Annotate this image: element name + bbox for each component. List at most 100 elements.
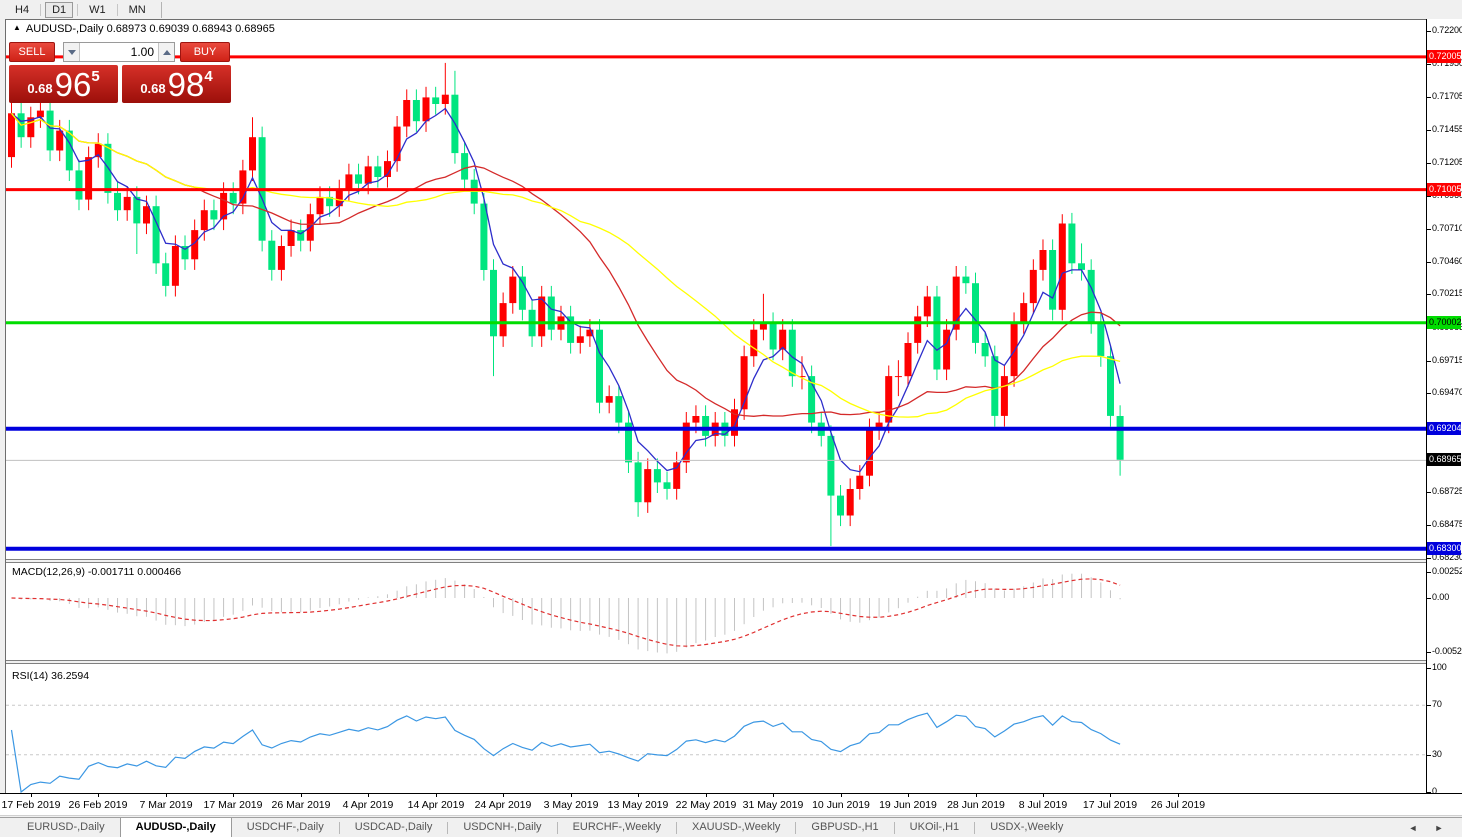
tab-eurusd-daily[interactable]: EURUSD-,Daily [27,821,105,833]
toolbar-separator [160,1,162,18]
date-axis-label: 10 Jun 2019 [812,799,870,811]
time-axis-tick [706,794,707,797]
rsi-axis-label: 30 [1432,749,1442,759]
price-tag-level: 0.69204 [1427,422,1462,435]
time-axis-tick [841,794,842,797]
tab-separator [675,822,677,834]
price-axis-tick [1427,229,1431,230]
time-axis-tick [166,794,167,797]
price-axis-tick [1427,361,1431,362]
rsi-axis-tick [1427,668,1431,669]
price-tag-current: 0.68965 [1427,453,1462,466]
date-axis-label: 19 Jun 2019 [879,799,937,811]
timeframe-d1[interactable]: D1 [45,1,74,18]
date-axis-label: 17 Feb 2019 [1,799,61,811]
price-axis-tick [1427,31,1431,32]
tab-separator [447,822,449,834]
time-axis-tick [31,794,32,797]
date-axis-label: 4 Apr 2019 [342,799,394,811]
date-axis-label: 8 Jul 2019 [1018,799,1068,811]
tab-xauusd-weekly[interactable]: XAUUSD-,Weekly [691,821,781,833]
price-axis-label: 0.70460 [1432,256,1462,266]
rsi-pane[interactable] [6,664,1426,793]
time-axis-tick [571,794,572,797]
symbol-title: AUDUSD-,Daily [25,23,104,35]
macd-label: MACD(12,26,9) -0.001711 0.000466 [12,566,182,578]
tab-scroll-left-button[interactable]: ◄ [1408,823,1418,833]
triangle-up-icon [162,49,171,55]
tab-separator [556,822,558,834]
statusline [0,815,1462,816]
time-axis-tick [503,794,504,797]
volume-input[interactable] [80,43,158,61]
timeframe-mn[interactable]: MN [128,3,146,16]
price-tag-level: 0.72005 [1427,50,1462,63]
date-axis-label: 3 May 2019 [543,799,599,811]
price-axis[interactable]: 0.722000.719500.717050.714550.712050.709… [1427,19,1462,796]
toolbar-separator [77,3,79,16]
toolbar-separator [40,3,42,16]
price-axis-label: 0.71205 [1432,157,1462,167]
time-axis-tick [976,794,977,797]
price-axis-label: 0.68230 [1432,552,1462,562]
tab-gbpusd-h1[interactable]: GBPUSD-,H1 [811,821,879,833]
tab-eurchf-weekly[interactable]: EURCHF-,Weekly [572,821,661,833]
time-axis-tick [1043,794,1044,797]
chart-tab-bar: EURUSD-,Daily AUDUSD-,Daily USDCHF-,Daily U… [0,817,1462,837]
price-axis-label: 0.69470 [1432,387,1462,397]
time-axis-tick [98,794,99,797]
date-axis-label: 7 Mar 2019 [139,799,193,811]
sell-button[interactable]: SELL [9,42,55,62]
rsi-axis-label: 100 [1432,662,1447,672]
main-chart-pane[interactable] [6,19,1426,559]
price-axis-border [1426,19,1427,793]
toolbar-separator [116,3,118,16]
ohlc-values: 0.68973 0.69039 0.68943 0.68965 [106,23,275,35]
price-tag-level: 0.70002 [1427,316,1462,329]
timeframe-toolbar: H4 D1 W1 MN [0,0,1462,19]
window-left-border [5,19,6,816]
buy-price-button[interactable]: 0.68 98 4 [122,65,231,103]
price-axis-tick [1427,294,1431,295]
tab-ukoil-h1[interactable]: UKOil-,H1 [909,821,960,833]
panel-divider[interactable] [6,559,1462,563]
tab-usdx-weekly[interactable]: USDX-,Weekly [990,821,1064,833]
price-axis-tick [1427,196,1431,197]
price-axis-label: 0.71705 [1432,91,1462,101]
price-axis-label: 0.72200 [1432,25,1462,35]
macd-axis-label: 0.00 [1432,592,1450,602]
price-axis-tick [1427,558,1431,559]
time-axis-tick [908,794,909,797]
price-axis-tick [1427,262,1431,263]
price-axis-label: 0.68475 [1432,519,1462,529]
price-axis-tick [1427,393,1431,394]
macd-pane[interactable] [6,563,1426,660]
tab-usdchf-daily[interactable]: USDCHF-,Daily [246,821,324,833]
price-axis-label: 0.71950 [1432,58,1462,68]
timeframe-h4[interactable]: H4 [15,3,30,16]
sell-price-button[interactable]: 0.68 96 5 [9,65,118,103]
price-axis-label: 0.70215 [1432,288,1462,298]
volume-increase-button[interactable] [158,43,174,61]
tab-usdcad-daily[interactable]: USDCAD-,Daily [354,821,433,833]
rsi-value: 36.2594 [51,670,90,682]
tab-audusd-daily[interactable]: AUDUSD-,Daily [119,818,232,837]
price-axis-tick [1427,130,1431,131]
date-axis-label: 26 Mar 2019 [271,799,331,811]
price-axis-tick [1427,492,1431,493]
time-axis[interactable]: 17 Feb 2019 26 Feb 2019 7 Mar 2019 17 Mar 2… [0,793,1462,815]
time-axis-tick [233,794,234,797]
price-axis-tick [1427,97,1431,98]
rsi-axis-label: 70 [1432,699,1442,709]
time-axis-tick [1178,794,1179,797]
macd-axis-tick [1427,598,1431,599]
tab-scroll-right-button[interactable]: ► [1434,823,1444,833]
buy-button[interactable]: BUY [180,42,230,62]
tab-usdcnh-daily[interactable]: USDCNH-,Daily [463,821,542,833]
macd-axis-label: 0.002522 [1432,566,1462,576]
volume-decrease-button[interactable] [64,43,80,61]
timeframe-w1[interactable]: W1 [89,3,106,16]
price-axis-label: 0.71455 [1432,124,1462,134]
panel-divider[interactable] [6,660,1462,664]
